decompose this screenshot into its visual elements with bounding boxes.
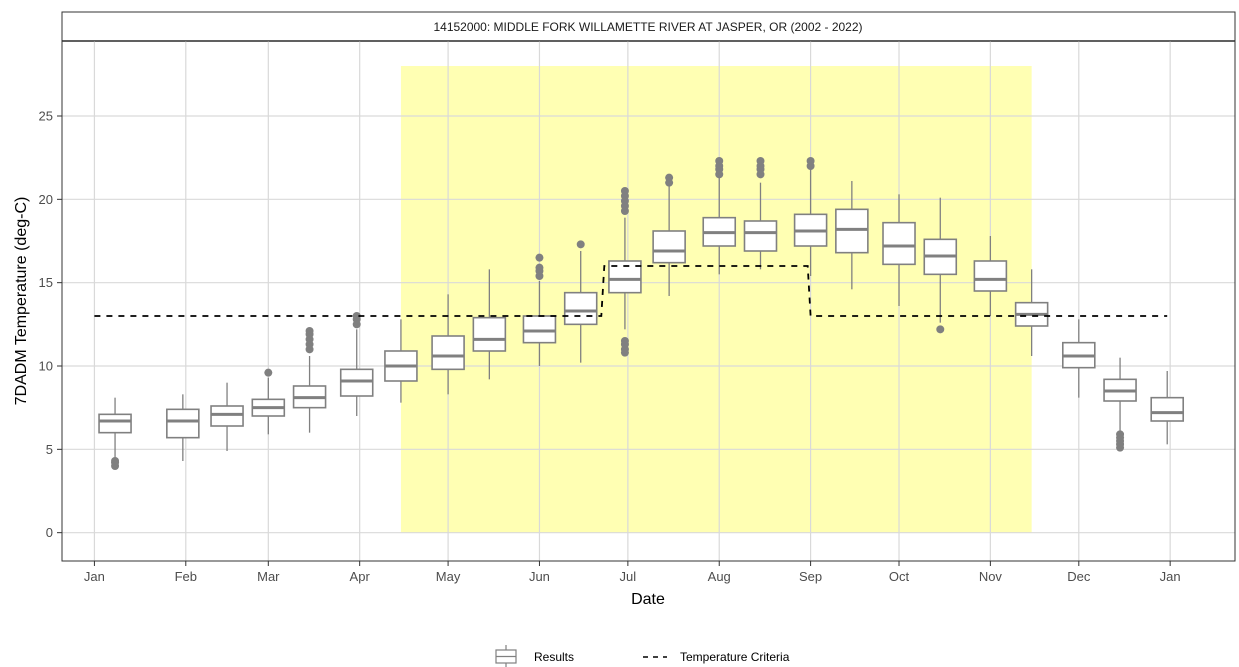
box-body (835, 208, 869, 254)
box (472, 269, 507, 380)
x-tick-label: Nov (979, 569, 1003, 584)
box-outlier (715, 157, 724, 165)
box-outlier (111, 457, 120, 465)
box (1103, 357, 1137, 452)
box-outlier (1116, 430, 1125, 439)
box-outlier (806, 157, 815, 165)
box-outlier (535, 253, 544, 262)
box (882, 194, 916, 306)
x-tick-label: Jul (620, 569, 637, 584)
highlight-period (400, 66, 1032, 533)
box (1014, 269, 1049, 356)
box-body (166, 408, 200, 439)
box-body (210, 405, 244, 427)
y-axis: 0 5 10 15 20 25 (39, 109, 62, 540)
box-outlier (620, 337, 629, 345)
x-tick-label: Apr (350, 569, 371, 584)
y-tick-label: 15 (39, 275, 53, 290)
legend-box-key (495, 645, 517, 667)
box-body (652, 230, 686, 264)
box-body (563, 291, 598, 326)
box-outlier (305, 327, 314, 335)
box-body (431, 335, 465, 371)
box (210, 382, 244, 451)
box (166, 394, 200, 461)
criteria-line (94, 265, 1168, 317)
x-tick-label: Feb (175, 569, 197, 584)
box (973, 236, 1008, 316)
box (1150, 371, 1185, 445)
plot-panel-border (61, 40, 1236, 562)
x-tick-label: Dec (1067, 569, 1091, 584)
box (923, 197, 958, 334)
box (793, 157, 828, 276)
box-body (339, 368, 374, 397)
legend-label-criteria: Temperature Criteria (680, 650, 790, 664)
box (835, 181, 869, 290)
box-body (882, 221, 916, 266)
x-tick-label: Jan (1160, 569, 1181, 584)
box (1061, 319, 1096, 398)
x-axis: Jan Feb Mar Apr May Jun Jul Aug Sep Oct Nov Dec Jan (84, 561, 1181, 584)
box (608, 187, 642, 357)
x-tick-label: Mar (257, 569, 280, 584)
box-body (472, 316, 507, 352)
x-tick-label: Jan (84, 569, 105, 584)
box-outlier (264, 368, 273, 377)
box-outlier (936, 325, 945, 334)
box-outlier (620, 187, 629, 195)
box-outlier (576, 240, 585, 249)
box (98, 397, 132, 470)
x-tick-label: May (436, 569, 461, 584)
box (522, 253, 557, 366)
box (339, 312, 374, 416)
box-body (743, 220, 778, 252)
box-body (98, 413, 132, 434)
criteria-layer (94, 265, 1168, 317)
legend: Results Temperature Criteria (495, 645, 790, 667)
box (563, 240, 598, 363)
y-tick-label: 20 (39, 192, 53, 207)
box-body (1150, 396, 1185, 422)
box (743, 157, 778, 270)
y-tick-label: 0 (46, 525, 53, 540)
box-outlier (665, 173, 674, 182)
box-outlier (535, 263, 544, 272)
box-outlier (352, 312, 361, 320)
chart-title: 14152000: MIDDLE FORK WILLAMETTE RIVER A… (433, 20, 862, 34)
facet-strip (61, 11, 1236, 42)
box (702, 157, 737, 275)
highlight-layer (400, 66, 1032, 533)
boxes-layer (98, 157, 1185, 470)
x-tick-label: Jun (529, 569, 550, 584)
y-axis-title: 7DADM Temperature (deg-C) (13, 197, 30, 406)
x-tick-label: Aug (708, 569, 731, 584)
x-axis-title: Date (631, 591, 665, 608)
box-body (973, 260, 1008, 292)
box (384, 319, 418, 403)
legend-label-results: Results (534, 650, 574, 664)
box (251, 368, 286, 435)
box-body (522, 315, 557, 344)
box (292, 327, 327, 433)
y-tick-label: 25 (39, 109, 53, 124)
x-tick-label: Sep (799, 569, 822, 584)
y-tick-label: 5 (46, 442, 53, 457)
box-outlier (756, 157, 765, 165)
box (652, 173, 686, 296)
box (431, 294, 465, 395)
x-tick-label: Oct (889, 569, 910, 584)
y-tick-label: 10 (39, 359, 53, 374)
